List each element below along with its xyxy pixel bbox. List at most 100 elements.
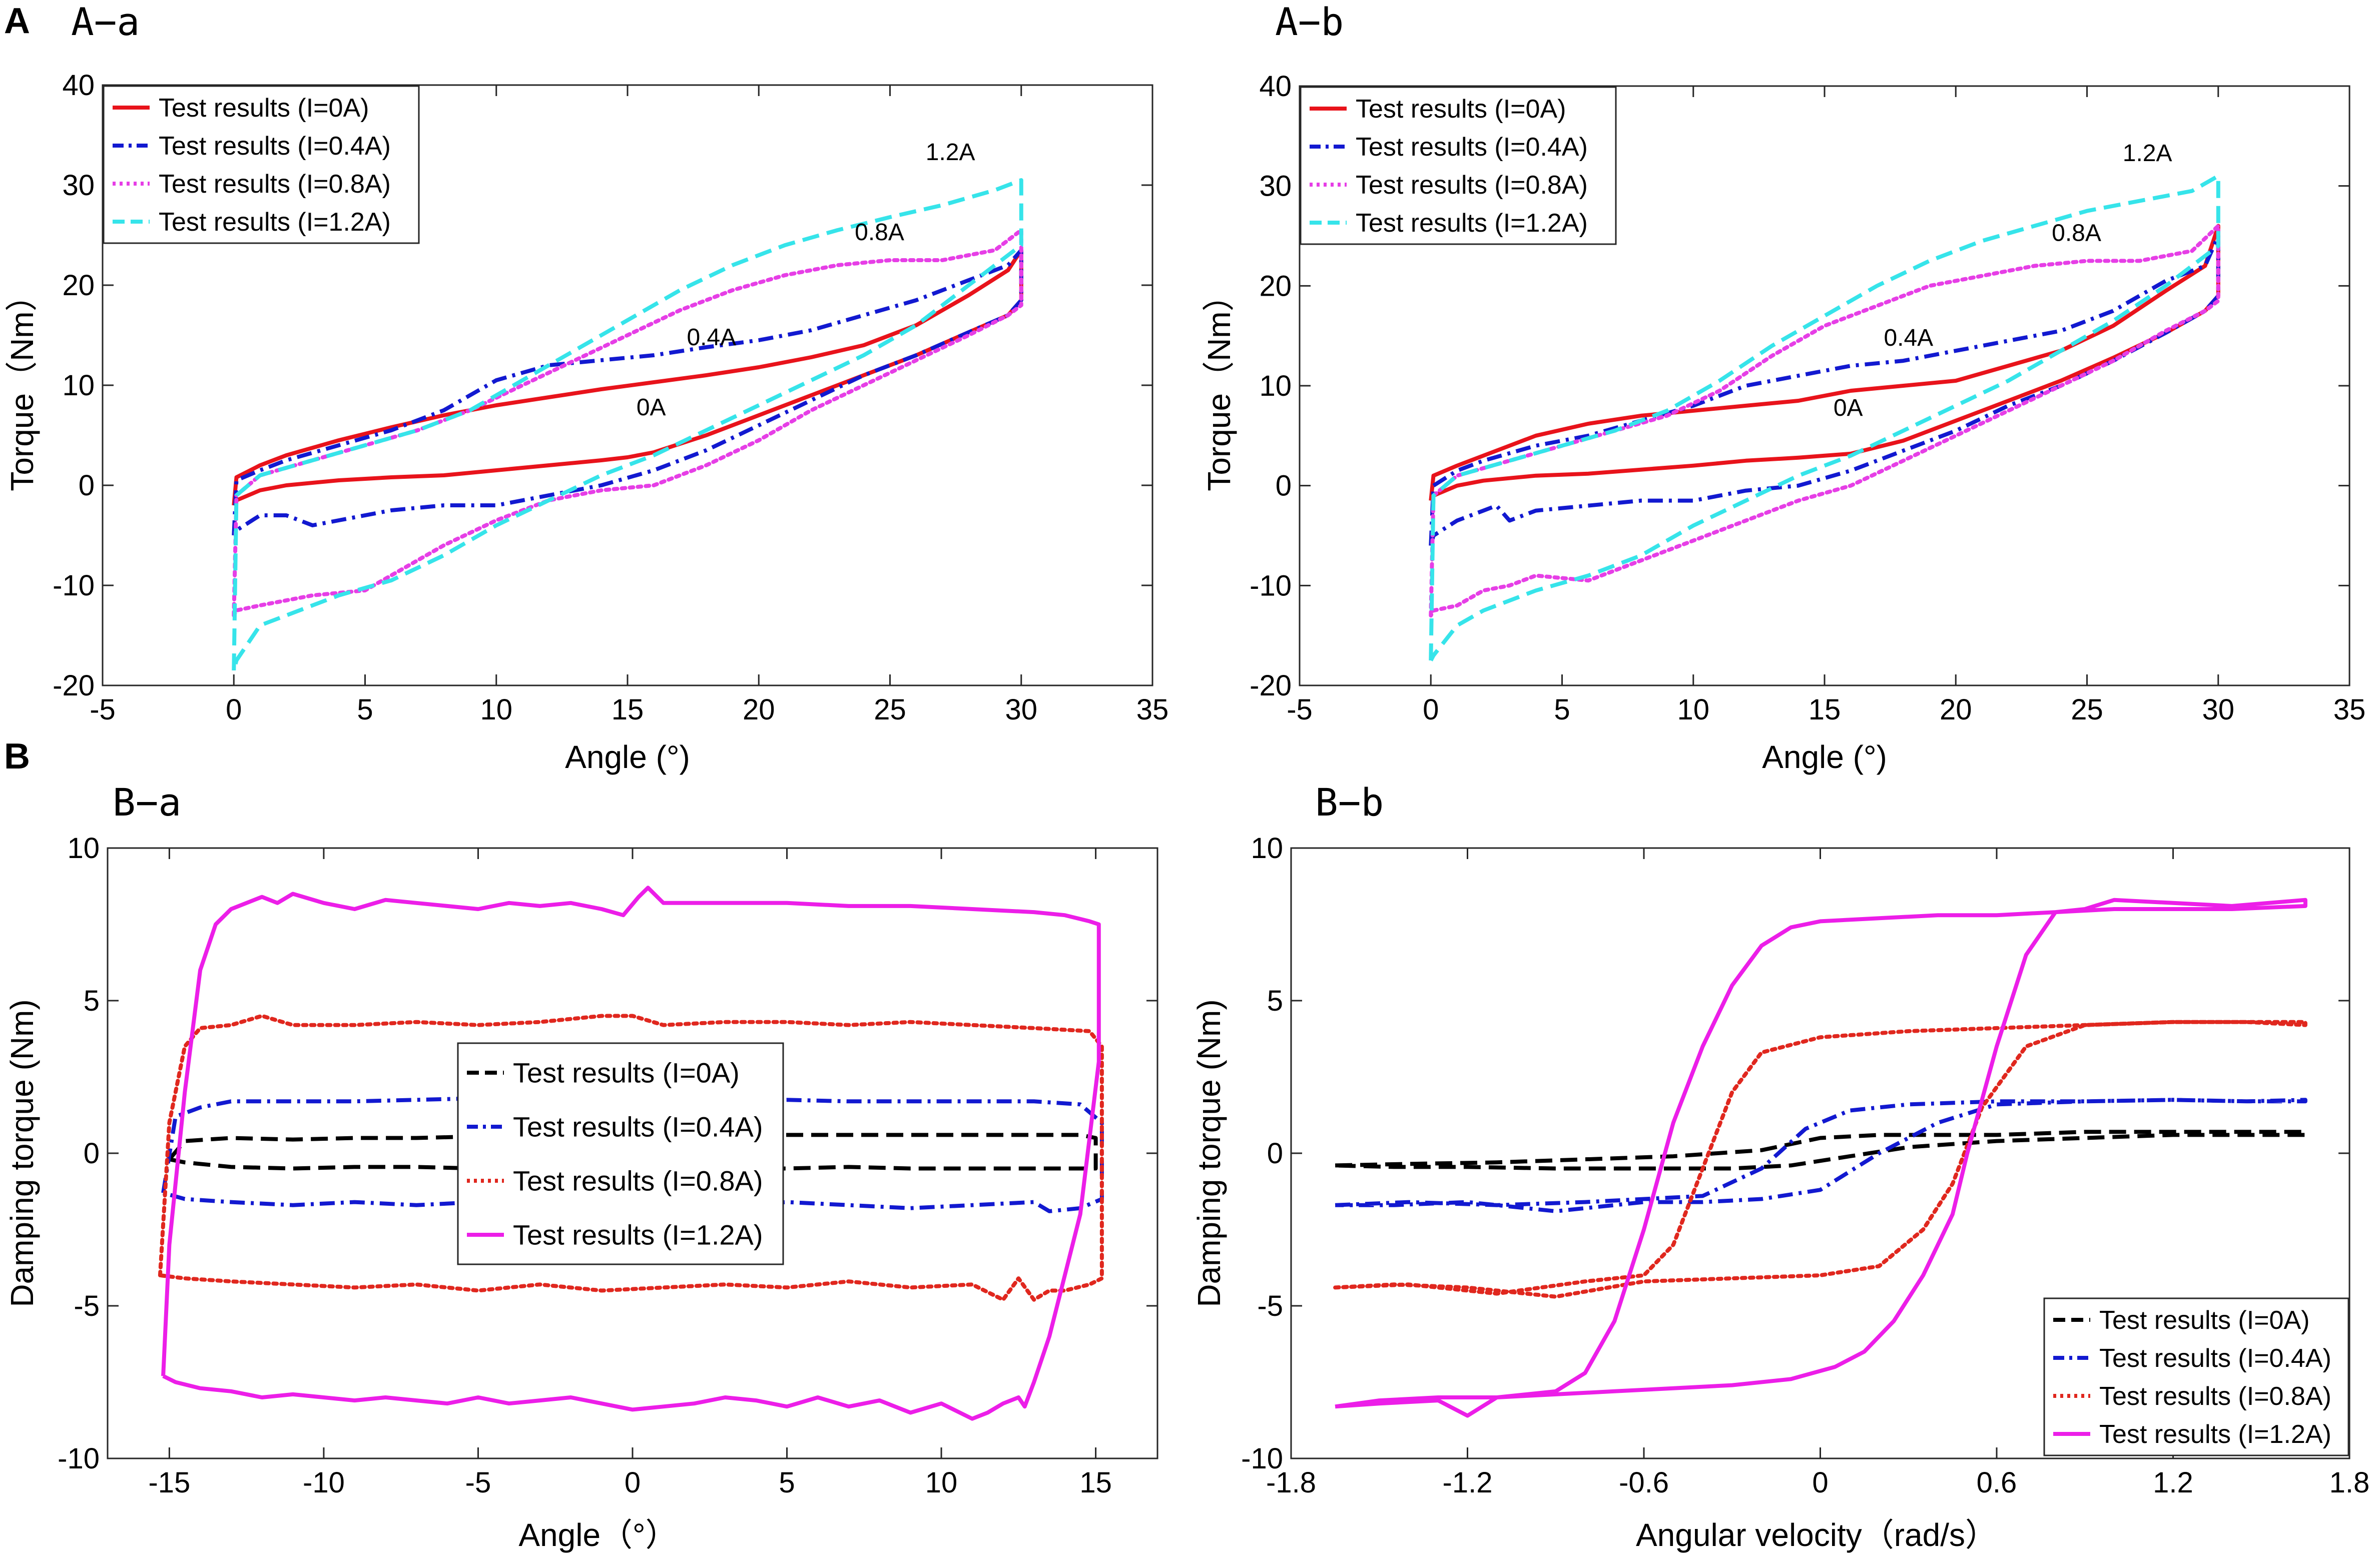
y-tick-label: 10 bbox=[1259, 370, 1292, 402]
y-tick-label: 10 bbox=[1251, 832, 1283, 865]
series-layer bbox=[232, 178, 1023, 671]
legend-box bbox=[2043, 1297, 2349, 1456]
legend-label: Test results (I=0.4A) bbox=[2099, 1344, 2331, 1373]
x-tick-label: -0.6 bbox=[1619, 1466, 1669, 1499]
x-tick-label: -5 bbox=[90, 693, 116, 726]
series-line bbox=[232, 178, 1023, 671]
x-tick-label: 0 bbox=[625, 1466, 641, 1499]
x-tick-label: 10 bbox=[925, 1466, 958, 1499]
y-tick-label: 0 bbox=[79, 469, 95, 502]
legend-label: Test results (I=0A) bbox=[1356, 95, 1566, 124]
legend-label: Test results (I=0.8A) bbox=[2099, 1382, 2331, 1411]
curve-annotation: 0.4A bbox=[687, 324, 736, 351]
x-tick-label: 1.2 bbox=[2153, 1466, 2193, 1499]
y-axis-label: Damping torque (Nm) bbox=[1191, 999, 1227, 1307]
x-tick-label: 30 bbox=[1005, 693, 1037, 726]
series-line bbox=[1429, 224, 2220, 618]
legend: Test results (I=0A) Test results (I=0.4A)… bbox=[103, 85, 420, 244]
x-tick-label: 0 bbox=[1812, 1466, 1828, 1499]
x-axis-label: Angle (°) bbox=[565, 739, 690, 775]
y-tick-label: 10 bbox=[67, 832, 100, 865]
y-tick-label: 0 bbox=[1267, 1137, 1283, 1170]
legend-box bbox=[103, 85, 420, 244]
y-tick-label: -10 bbox=[1241, 1442, 1283, 1475]
legend-label: Test results (I=1.2A) bbox=[2099, 1420, 2331, 1449]
legend-label: Test results (I=0.8A) bbox=[513, 1165, 763, 1197]
series-line bbox=[1335, 898, 2307, 1418]
series-line bbox=[161, 886, 1101, 1421]
y-tick-label: -10 bbox=[1250, 569, 1292, 602]
x-tick-label: -15 bbox=[148, 1466, 190, 1499]
x-tick-label: 0 bbox=[1423, 693, 1439, 726]
y-tick-label: 40 bbox=[1259, 70, 1292, 103]
series-layer bbox=[1333, 898, 2307, 1418]
curve-annotation: 0A bbox=[637, 394, 666, 421]
y-tick-label: -20 bbox=[1250, 669, 1292, 702]
tick-group: -5 0 5 10 15 20 25 30 35 -20 -10 0 10 20 30 40 bbox=[53, 69, 1168, 726]
y-tick-label: 10 bbox=[62, 369, 95, 402]
legend-label: Test results (I=0A) bbox=[513, 1057, 740, 1089]
x-tick-label: 15 bbox=[1809, 693, 1841, 726]
legend-label: Test results (I=1.2A) bbox=[513, 1219, 763, 1251]
x-tick-label: 25 bbox=[874, 693, 906, 726]
legend-label: Test results (I=1.2A) bbox=[159, 208, 391, 237]
curve-annotation: 0.4A bbox=[1884, 325, 1933, 351]
y-tick-label: 20 bbox=[1259, 270, 1292, 302]
legend-box bbox=[457, 1042, 784, 1265]
panel-label-b: B bbox=[4, 736, 30, 776]
x-tick-label: 30 bbox=[2202, 693, 2234, 726]
y-tick-label: 20 bbox=[62, 269, 95, 302]
x-tick-label: -10 bbox=[303, 1466, 345, 1499]
x-tick-label: 20 bbox=[1940, 693, 1972, 726]
series-line bbox=[1335, 1130, 2307, 1171]
x-axis-label: Angle（°） bbox=[518, 1517, 677, 1553]
y-axis-label: Torque（Nm） bbox=[1201, 279, 1237, 491]
curve-annotation: 0.8A bbox=[2052, 220, 2101, 246]
y-tick-label: -20 bbox=[53, 669, 95, 702]
x-axis-label: Angular velocity（rad/s） bbox=[1636, 1517, 1997, 1553]
tick-group: -15 -10 -5 0 5 10 15 -10 -5 0 5 10 bbox=[58, 832, 1157, 1499]
legend-label: Test results (I=1.2A) bbox=[1356, 209, 1588, 238]
x-tick-label: 5 bbox=[357, 693, 373, 726]
curve-annotation: 0.8A bbox=[855, 219, 904, 246]
y-tick-label: 30 bbox=[62, 169, 95, 202]
x-tick-label: 20 bbox=[743, 693, 775, 726]
legend-label: Test results (I=0.4A) bbox=[159, 132, 391, 161]
chart-title: A−b bbox=[1275, 0, 1344, 44]
chart-title: A−a bbox=[71, 0, 140, 44]
y-tick-label: 30 bbox=[1259, 170, 1292, 203]
curve-annotation: 1.2A bbox=[2123, 140, 2172, 167]
legend: Test results (I=0A) Test results (I=0.4A)… bbox=[1300, 86, 1617, 245]
y-tick-label: 5 bbox=[84, 985, 100, 1017]
legend-label: Test results (I=0.4A) bbox=[1356, 133, 1588, 162]
chart-title: B−b bbox=[1315, 780, 1384, 825]
series-line bbox=[1333, 1020, 2307, 1299]
x-tick-label: 35 bbox=[2333, 693, 2366, 726]
legend-label: Test results (I=0.8A) bbox=[159, 170, 391, 199]
x-tick-label: 25 bbox=[2071, 693, 2103, 726]
x-tick-label: 35 bbox=[1136, 693, 1169, 726]
legend-label: Test results (I=0A) bbox=[159, 94, 369, 123]
x-tick-label: 5 bbox=[1554, 693, 1570, 726]
x-tick-label: -5 bbox=[465, 1466, 491, 1499]
chart-a-b: A−b -5 0 5 10 15 20 25 30 35 -20 -10 0 10 20 30 40 1.2A… bbox=[1201, 0, 2365, 775]
y-tick-label: 0 bbox=[84, 1137, 100, 1170]
panel-label-a: A bbox=[4, 1, 30, 41]
y-tick-label: -5 bbox=[74, 1290, 100, 1322]
x-tick-label: 0.6 bbox=[1977, 1466, 2017, 1499]
series-line bbox=[158, 1014, 1104, 1302]
x-tick-label: 10 bbox=[480, 693, 512, 726]
chart-title: B−a bbox=[113, 780, 181, 825]
x-tick-label: 15 bbox=[1079, 1466, 1112, 1499]
y-tick-label: 40 bbox=[62, 69, 95, 102]
chart-b-a: B−a -15 -10 -5 0 5 10 15 -10 -5 0 5 10 Angle（°） Dam… bbox=[4, 780, 1158, 1553]
legend-label: Test results (I=0A) bbox=[2099, 1306, 2309, 1335]
chart-b-b: B−b -1.8 -1.2 -0.6 0 0.6 1.2 1.8 -10 -5 0 5 10 Angu… bbox=[1191, 780, 2369, 1553]
y-tick-label: -10 bbox=[58, 1442, 100, 1475]
x-tick-label: 0 bbox=[226, 693, 242, 726]
y-tick-label: 5 bbox=[1267, 985, 1283, 1017]
x-tick-label: 5 bbox=[779, 1466, 795, 1499]
y-tick-label: 0 bbox=[1276, 470, 1292, 502]
series-layer bbox=[1429, 174, 2220, 661]
